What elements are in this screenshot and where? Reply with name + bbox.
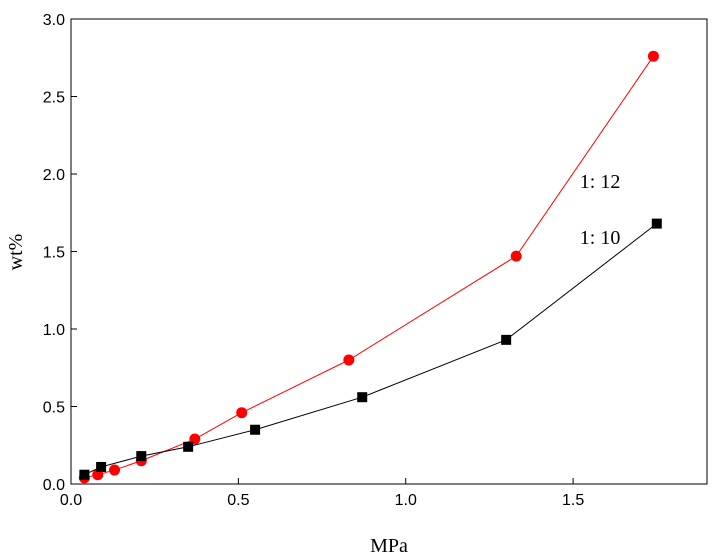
series-1	[79, 218, 662, 480]
data-point	[96, 461, 107, 472]
data-point	[79, 469, 90, 480]
data-point	[647, 50, 659, 62]
x-tick-label: 0.5	[227, 492, 249, 509]
x-tick-label: 1.0	[395, 492, 417, 509]
annotation-layer: 1: 12 1: 10	[580, 171, 621, 249]
data-point	[501, 334, 512, 345]
series-annotation: 1: 10	[580, 227, 621, 249]
y-tick-label: 2.5	[43, 90, 65, 107]
data-point	[510, 250, 522, 262]
plot-frame	[70, 18, 708, 485]
y-tick-label: 2.0	[43, 167, 65, 184]
data-point	[250, 424, 261, 435]
y-tick-label: 0.0	[43, 477, 65, 494]
series-layer	[78, 50, 662, 484]
series-0	[78, 50, 659, 484]
data-point	[357, 392, 368, 403]
x-tick-label: 0.0	[60, 492, 82, 509]
data-point	[136, 451, 147, 462]
y-tick-label: 0.5	[43, 400, 65, 417]
data-point	[651, 218, 662, 229]
data-point	[109, 464, 121, 476]
y-axis-title: wt%	[5, 234, 27, 271]
data-point	[343, 354, 355, 366]
y-tick-label: 1.0	[43, 322, 65, 339]
y-tick-label: 1.5	[43, 245, 65, 262]
x-axis-title: MPa	[370, 535, 408, 557]
series-line	[84, 55, 654, 479]
data-point	[236, 407, 248, 419]
y-axis-ticks: 0.0 0.5 1.0 1.5 2.0 2.5 3.0	[43, 12, 77, 494]
x-tick-label: 1.5	[562, 492, 584, 509]
series-line	[84, 223, 658, 476]
series-annotation: 1: 12	[580, 171, 621, 193]
y-tick-label: 3.0	[43, 12, 65, 29]
x-axis-ticks: 0.0 0.5 1.0 1.5	[60, 478, 584, 509]
data-point	[183, 441, 194, 452]
